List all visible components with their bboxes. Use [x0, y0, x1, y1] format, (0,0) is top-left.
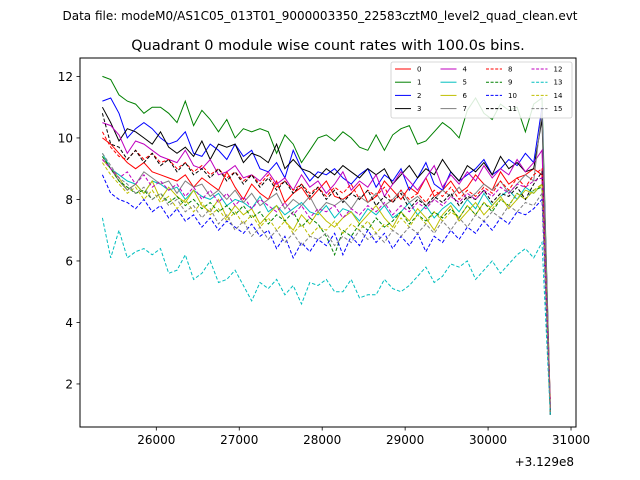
legend-label-10: 10 — [508, 92, 517, 100]
series-line-10 — [101, 174, 551, 412]
legend-label-15: 15 — [554, 105, 563, 113]
y-tick-label: 2 — [65, 377, 73, 391]
y-tick-label: 8 — [65, 193, 73, 207]
series-line-3 — [101, 106, 551, 415]
legend-label-3: 3 — [417, 105, 421, 113]
legend-label-13: 13 — [554, 79, 563, 87]
x-offset-label: +3.129e8 — [515, 455, 574, 469]
chart-title: Quadrant 0 module wise count rates with … — [131, 38, 525, 54]
legend-label-2: 2 — [417, 92, 421, 100]
x-tick-label: 29000 — [386, 433, 424, 447]
y-tick-label: 10 — [58, 131, 73, 145]
x-tick-label: 27000 — [220, 433, 258, 447]
legend-label-5: 5 — [463, 79, 467, 87]
legend-label-14: 14 — [554, 92, 563, 100]
series-line-12 — [102, 159, 551, 409]
series-line-11 — [101, 113, 551, 415]
legend-label-9: 9 — [508, 79, 512, 87]
series-line-9 — [101, 156, 551, 412]
legend-label-8: 8 — [508, 66, 512, 74]
x-tick-label: 26000 — [137, 433, 175, 447]
y-tick-label: 12 — [58, 70, 73, 84]
plot-lines — [101, 75, 551, 415]
legend-label-4: 4 — [463, 66, 468, 74]
x-tick-label: 28000 — [303, 433, 341, 447]
axes-frame — [79, 57, 577, 428]
figure-suptitle: Data file: modeM0/AS1C05_013T01_90000033… — [62, 9, 577, 23]
legend-label-0: 0 — [417, 66, 421, 74]
legend-label-11: 11 — [508, 105, 517, 113]
series-line-8 — [101, 131, 551, 409]
y-tick-label: 6 — [65, 254, 73, 268]
y-axis: 2 4 6 8 10 12 — [58, 70, 80, 391]
y-tick-label: 4 — [65, 316, 73, 330]
series-line-5 — [101, 153, 551, 409]
x-axis: 26000 27000 28000 29000 30000 31000 — [137, 427, 590, 447]
legend-label-1: 1 — [417, 79, 421, 87]
legend-label-6: 6 — [463, 92, 468, 100]
legend-label-7: 7 — [463, 105, 467, 113]
series-line-0 — [102, 137, 551, 400]
x-tick-label: 30000 — [469, 433, 507, 447]
legend-box — [390, 61, 573, 119]
x-tick-label: 31000 — [552, 433, 590, 447]
series-line-7 — [101, 110, 551, 406]
series-line-4 — [102, 122, 551, 406]
series-line-2 — [102, 97, 551, 412]
series-line-15 — [101, 153, 551, 412]
series-line-13 — [101, 217, 551, 415]
legend-label-12: 12 — [554, 66, 563, 74]
